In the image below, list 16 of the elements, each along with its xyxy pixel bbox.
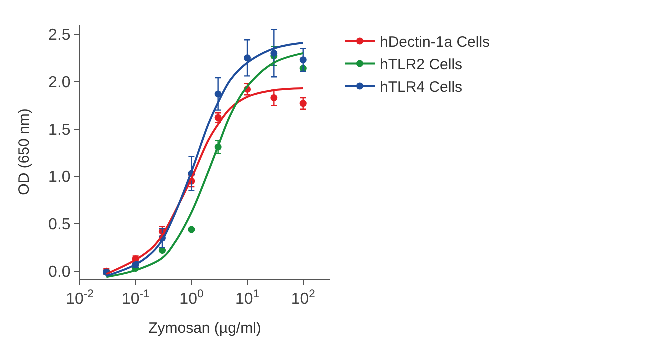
x-tick-label: 10$^{-2}$ (66, 288, 94, 308)
x-tick-label: 10$^{-1}$ (122, 288, 150, 308)
y-tick-label: 2.5 (48, 27, 71, 44)
x-axis-title: Zymosan (µg/ml) (148, 320, 262, 338)
y-axis-title: OD (650 nm) (16, 108, 33, 196)
legend-label: hDectin-1a Cells (380, 34, 490, 52)
legend-label: hTLR2 Cells (380, 56, 463, 74)
y-tick-label: 2.0 (48, 74, 71, 92)
x-tick-label: 10$^{1}$ (236, 288, 260, 308)
y-tick-label: 0.5 (48, 216, 71, 234)
y-tick-label: 1.0 (48, 169, 71, 186)
x-tick-label: 10$^{0}$ (180, 288, 204, 308)
y-tick-label: 1.5 (48, 122, 71, 139)
y-tick-label: 0.0 (48, 264, 71, 282)
x-tick-label: 10$^{2}$ (291, 288, 316, 308)
legend-label: hTLR4 Cells (380, 79, 463, 96)
